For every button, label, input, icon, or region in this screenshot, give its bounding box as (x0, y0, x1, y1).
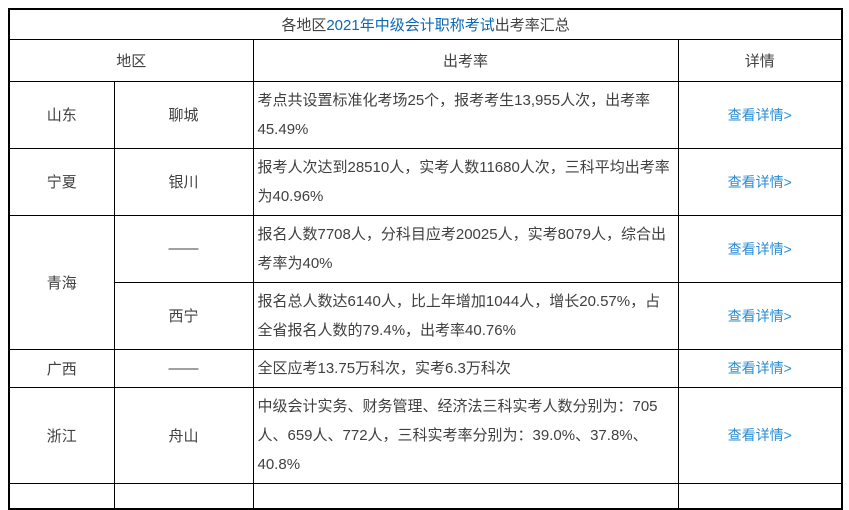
header-row: 地区 出考率 详情 (8, 38, 843, 82)
province-cell: 浙江 (8, 386, 115, 484)
detail-cell: 查看详情> (677, 386, 843, 484)
table-row-xining: 西宁 报名总人数达6140人，比上年增加1044人，增长20.57%，占全省报名… (9, 281, 843, 350)
table-row-zhejiang: 浙江 舟山 中级会计实务、财务管理、经济法三科实考人数分别为：705人、659人… (8, 386, 843, 484)
detail-cell: 查看详情> (677, 281, 843, 350)
view-details-link[interactable]: 查看详情> (727, 360, 792, 376)
rate-cell: 报名人数7708人，分科目应考20025人，实考8079人，综合出考率为40% (252, 214, 679, 283)
city-cell-dash: —— (113, 348, 254, 388)
column-header-region: 地区 (8, 38, 254, 82)
title-suffix: 出考率汇总 (494, 16, 570, 34)
rate-cell: 考点共设置标准化考场25个，报考考生13,955人次，出考率45.49% (252, 80, 679, 149)
table-title: 各地区2021年中级会计职称考试出考率汇总 (8, 8, 843, 40)
view-details-link[interactable]: 查看详情> (727, 240, 792, 257)
detail-cell: 查看详情> (677, 80, 843, 149)
column-header-rate: 出考率 (252, 38, 679, 82)
table-row-clipped (8, 482, 843, 510)
rate-cell: 报考人次达到28510人，实考人数11680人次，三科平均出考率为40.96% (252, 147, 679, 216)
city-cell: 舟山 (113, 386, 254, 484)
city-cell: 银川 (113, 147, 254, 216)
detail-cell-empty (677, 482, 843, 510)
view-details-link[interactable]: 查看详情> (727, 173, 792, 190)
city-cell: 西宁 (113, 281, 254, 350)
province-cell: 山东 (8, 80, 115, 149)
attendance-rate-table-container: 各地区2021年中级会计职称考试出考率汇总 地区 出考率 详情 山东 聊城 考点… (8, 8, 844, 510)
detail-cell: 查看详情> (677, 147, 843, 216)
rate-cell-empty (252, 482, 679, 510)
detail-cell: 查看详情> (677, 348, 843, 388)
province-cell: 广西 (8, 348, 115, 388)
table-row-qinghai: 青海 —— 报名人数7708人，分科目应考20025人，实考8079人，综合出考… (8, 214, 843, 350)
province-cell-merged: 青海 (8, 214, 115, 350)
city-cell-dash: —— (113, 214, 254, 283)
city-cell: 聊城 (113, 80, 254, 149)
rate-cell: 报名总人数达6140人，比上年增加1044人，增长20.57%，占全省报名人数的… (252, 281, 679, 350)
view-details-link[interactable]: 查看详情> (727, 106, 792, 123)
province-cell: 宁夏 (8, 147, 115, 216)
table-row-guangxi: 广西 —— 全区应考13.75万科次，实考6.3万科次 查看详情> (8, 348, 843, 388)
province-cell-empty (8, 482, 115, 510)
title-row: 各地区2021年中级会计职称考试出考率汇总 (8, 8, 843, 40)
detail-cell: 查看详情> (677, 214, 843, 283)
table-row-ningxia: 宁夏 银川 报考人次达到28510人，实考人数11680人次，三科平均出考率为4… (8, 147, 843, 216)
rate-cell: 中级会计实务、财务管理、经济法三科实考人数分别为：705人、659人、772人，… (252, 386, 679, 484)
title-prefix: 各地区 (281, 16, 327, 34)
column-header-detail: 详情 (677, 38, 843, 82)
city-cell-empty (113, 482, 254, 510)
view-details-link[interactable]: 查看详情> (727, 427, 792, 443)
attendance-rate-table: 各地区2021年中级会计职称考试出考率汇总 地区 出考率 详情 山东 聊城 考点… (8, 8, 844, 510)
title-highlight: 2021年中级会计职称考试 (326, 16, 495, 34)
rate-cell: 全区应考13.75万科次，实考6.3万科次 (252, 348, 679, 388)
table-row-shandong: 山东 聊城 考点共设置标准化考场25个，报考考生13,955人次，出考率45.4… (8, 80, 843, 149)
view-details-link[interactable]: 查看详情> (727, 307, 792, 324)
